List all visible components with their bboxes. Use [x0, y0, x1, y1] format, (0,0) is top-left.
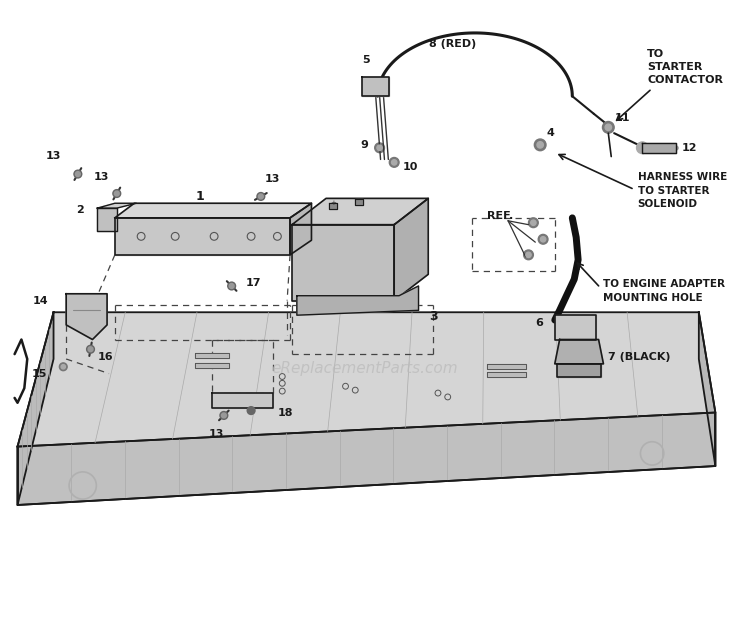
Text: 5: 5 — [362, 55, 370, 65]
Text: 15: 15 — [32, 368, 46, 379]
Polygon shape — [555, 339, 604, 364]
Circle shape — [114, 191, 119, 196]
Circle shape — [637, 142, 648, 154]
Circle shape — [59, 363, 68, 371]
Circle shape — [531, 220, 536, 225]
Polygon shape — [292, 225, 394, 301]
Polygon shape — [292, 198, 428, 225]
Circle shape — [541, 236, 546, 242]
Text: 17: 17 — [245, 278, 261, 288]
Circle shape — [375, 143, 385, 153]
Polygon shape — [17, 312, 716, 446]
Polygon shape — [195, 353, 229, 358]
Polygon shape — [115, 218, 290, 255]
Circle shape — [538, 234, 548, 244]
Circle shape — [228, 282, 236, 290]
Circle shape — [221, 413, 226, 418]
Text: CONTACTOR: CONTACTOR — [647, 75, 723, 85]
Text: 8 (RED): 8 (RED) — [429, 39, 476, 50]
Circle shape — [524, 250, 533, 260]
Circle shape — [61, 365, 65, 369]
Circle shape — [392, 160, 397, 165]
Text: TO: TO — [647, 50, 664, 59]
Circle shape — [389, 158, 399, 167]
Circle shape — [74, 170, 82, 178]
Circle shape — [605, 124, 611, 131]
Text: 10: 10 — [403, 162, 418, 172]
Text: STARTER: STARTER — [647, 62, 703, 72]
Circle shape — [537, 142, 544, 148]
Polygon shape — [394, 198, 428, 301]
Text: 3: 3 — [429, 310, 438, 323]
Text: 14: 14 — [33, 296, 49, 306]
Text: 13: 13 — [209, 429, 224, 439]
Polygon shape — [115, 204, 311, 218]
Circle shape — [534, 139, 546, 151]
Circle shape — [529, 218, 538, 227]
Text: TO STARTER: TO STARTER — [638, 185, 709, 196]
Polygon shape — [643, 143, 676, 153]
Text: 1: 1 — [195, 190, 204, 204]
Polygon shape — [487, 364, 526, 369]
Polygon shape — [356, 200, 363, 205]
Circle shape — [259, 194, 263, 199]
Text: 4: 4 — [547, 128, 555, 138]
Text: 9: 9 — [360, 140, 368, 150]
Polygon shape — [297, 286, 418, 315]
Polygon shape — [98, 204, 136, 208]
Text: 13: 13 — [46, 151, 62, 162]
Text: 13: 13 — [265, 174, 280, 184]
Text: SOLENOID: SOLENOID — [638, 200, 698, 209]
Text: 2: 2 — [76, 205, 84, 215]
Text: 11: 11 — [615, 113, 631, 124]
Circle shape — [257, 193, 265, 200]
Polygon shape — [556, 364, 602, 377]
Text: +: + — [330, 200, 336, 206]
Polygon shape — [66, 294, 107, 339]
Circle shape — [113, 189, 121, 198]
Circle shape — [86, 345, 94, 353]
Text: 7 (BLACK): 7 (BLACK) — [608, 352, 670, 362]
Circle shape — [230, 283, 234, 289]
Polygon shape — [17, 413, 716, 505]
Text: 18: 18 — [278, 408, 293, 418]
Text: HARNESS WIRE: HARNESS WIRE — [638, 172, 727, 182]
Polygon shape — [487, 372, 526, 377]
Text: eReplacementParts.com: eReplacementParts.com — [272, 361, 458, 376]
Circle shape — [88, 347, 93, 352]
Text: TO ENGINE ADAPTER: TO ENGINE ADAPTER — [604, 279, 725, 289]
Polygon shape — [555, 315, 596, 339]
Polygon shape — [699, 312, 715, 466]
Text: -: - — [356, 194, 359, 204]
Text: 13: 13 — [94, 172, 109, 182]
Polygon shape — [212, 393, 272, 408]
Polygon shape — [195, 363, 229, 368]
Text: REF.: REF. — [487, 211, 513, 221]
Polygon shape — [362, 77, 389, 96]
Circle shape — [377, 145, 382, 151]
Circle shape — [602, 122, 614, 133]
Circle shape — [76, 171, 80, 176]
Text: MOUNTING HOLE: MOUNTING HOLE — [604, 293, 703, 303]
Text: 12: 12 — [681, 143, 697, 153]
Polygon shape — [17, 312, 53, 505]
Polygon shape — [329, 204, 337, 209]
Circle shape — [248, 406, 255, 415]
Text: 16: 16 — [98, 352, 113, 362]
Polygon shape — [98, 208, 117, 231]
Circle shape — [526, 252, 531, 258]
Text: 6: 6 — [536, 318, 543, 328]
Circle shape — [220, 412, 228, 419]
Polygon shape — [290, 204, 311, 255]
